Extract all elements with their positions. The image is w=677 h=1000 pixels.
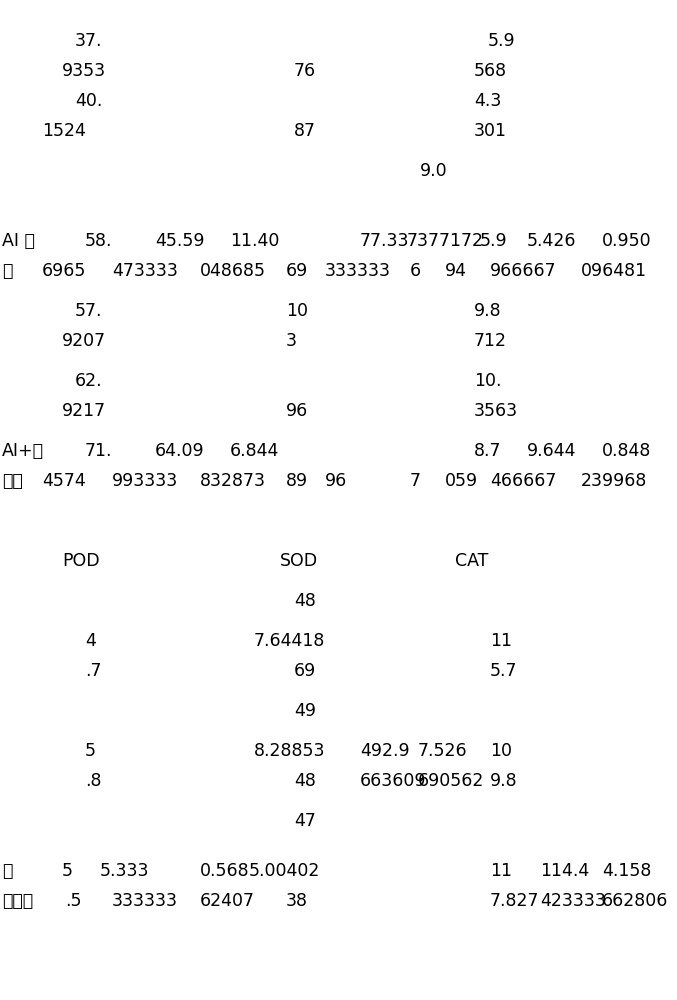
Text: 3: 3 bbox=[286, 332, 297, 350]
Text: 568: 568 bbox=[474, 62, 507, 80]
Text: 5.333: 5.333 bbox=[100, 862, 150, 880]
Text: 77.33: 77.33 bbox=[360, 232, 410, 250]
Text: 8.7: 8.7 bbox=[474, 442, 502, 460]
Text: 5: 5 bbox=[62, 862, 73, 880]
Text: 94: 94 bbox=[445, 262, 467, 280]
Text: 9.0: 9.0 bbox=[420, 162, 447, 180]
Text: 663609: 663609 bbox=[360, 772, 427, 790]
Text: 69: 69 bbox=[294, 662, 316, 680]
Text: 966667: 966667 bbox=[490, 262, 556, 280]
Text: 合物: 合物 bbox=[2, 472, 23, 490]
Text: 制变量: 制变量 bbox=[2, 892, 33, 910]
Text: 114.4: 114.4 bbox=[540, 862, 589, 880]
Text: 10: 10 bbox=[286, 302, 308, 320]
Text: 6965: 6965 bbox=[42, 262, 87, 280]
Text: 47: 47 bbox=[294, 812, 316, 830]
Text: 048685: 048685 bbox=[200, 262, 266, 280]
Text: 62.: 62. bbox=[75, 372, 103, 390]
Text: 1524: 1524 bbox=[42, 122, 86, 140]
Text: 712: 712 bbox=[474, 332, 507, 350]
Text: 7377172: 7377172 bbox=[407, 232, 484, 250]
Text: 5.7: 5.7 bbox=[490, 662, 517, 680]
Text: 10.: 10. bbox=[474, 372, 502, 390]
Text: AI+复: AI+复 bbox=[2, 442, 44, 460]
Text: 333333: 333333 bbox=[112, 892, 178, 910]
Text: 89: 89 bbox=[286, 472, 308, 490]
Text: AI 胁: AI 胁 bbox=[2, 232, 35, 250]
Text: 333333: 333333 bbox=[325, 262, 391, 280]
Text: 9353: 9353 bbox=[62, 62, 106, 80]
Text: 7.64418: 7.64418 bbox=[254, 632, 326, 650]
Text: 64.09: 64.09 bbox=[155, 442, 204, 460]
Text: 58.: 58. bbox=[85, 232, 112, 250]
Text: 49: 49 bbox=[294, 702, 316, 720]
Text: 48: 48 bbox=[294, 592, 316, 610]
Text: 9.8: 9.8 bbox=[474, 302, 502, 320]
Text: 5.426: 5.426 bbox=[527, 232, 577, 250]
Text: 45.59: 45.59 bbox=[155, 232, 204, 250]
Text: 11.40: 11.40 bbox=[230, 232, 280, 250]
Text: 4.3: 4.3 bbox=[474, 92, 502, 110]
Text: CAT: CAT bbox=[455, 552, 488, 570]
Text: 11: 11 bbox=[490, 862, 512, 880]
Text: 473333: 473333 bbox=[112, 262, 178, 280]
Text: 96: 96 bbox=[286, 402, 308, 420]
Text: 832873: 832873 bbox=[200, 472, 266, 490]
Text: 7: 7 bbox=[410, 472, 421, 490]
Text: 69: 69 bbox=[286, 262, 308, 280]
Text: 37.: 37. bbox=[75, 32, 102, 50]
Text: 7.526: 7.526 bbox=[418, 742, 468, 760]
Text: 7.827: 7.827 bbox=[490, 892, 540, 910]
Text: .7: .7 bbox=[85, 662, 102, 680]
Text: 9.644: 9.644 bbox=[527, 442, 577, 460]
Text: 466667: 466667 bbox=[490, 472, 556, 490]
Text: 57.: 57. bbox=[75, 302, 102, 320]
Text: 6.844: 6.844 bbox=[230, 442, 280, 460]
Text: 662806: 662806 bbox=[602, 892, 668, 910]
Text: 096481: 096481 bbox=[581, 262, 647, 280]
Text: 5.9: 5.9 bbox=[488, 32, 516, 50]
Text: .5: .5 bbox=[65, 892, 81, 910]
Text: 9217: 9217 bbox=[62, 402, 106, 420]
Text: 0.848: 0.848 bbox=[602, 442, 651, 460]
Text: 0.950: 0.950 bbox=[602, 232, 652, 250]
Text: 87: 87 bbox=[294, 122, 316, 140]
Text: 96: 96 bbox=[325, 472, 347, 490]
Text: 76: 76 bbox=[294, 62, 316, 80]
Text: 11: 11 bbox=[490, 632, 512, 650]
Text: 4574: 4574 bbox=[42, 472, 86, 490]
Text: 9207: 9207 bbox=[62, 332, 106, 350]
Text: 492.9: 492.9 bbox=[360, 742, 410, 760]
Text: 40.: 40. bbox=[75, 92, 102, 110]
Text: 38: 38 bbox=[286, 892, 308, 910]
Text: 5.00402: 5.00402 bbox=[249, 862, 320, 880]
Text: 6: 6 bbox=[410, 262, 421, 280]
Text: 4.158: 4.158 bbox=[602, 862, 651, 880]
Text: SOD: SOD bbox=[280, 552, 318, 570]
Text: 8.28853: 8.28853 bbox=[254, 742, 326, 760]
Text: 追: 追 bbox=[2, 262, 12, 280]
Text: 4: 4 bbox=[85, 632, 96, 650]
Text: 5: 5 bbox=[85, 742, 96, 760]
Text: POD: POD bbox=[62, 552, 100, 570]
Text: 423333: 423333 bbox=[540, 892, 606, 910]
Text: 239968: 239968 bbox=[581, 472, 647, 490]
Text: 62407: 62407 bbox=[200, 892, 255, 910]
Text: 0.568: 0.568 bbox=[200, 862, 250, 880]
Text: 993333: 993333 bbox=[112, 472, 178, 490]
Text: 3563: 3563 bbox=[474, 402, 518, 420]
Text: .8: .8 bbox=[85, 772, 102, 790]
Text: 10: 10 bbox=[490, 742, 512, 760]
Text: 059: 059 bbox=[445, 472, 478, 490]
Text: 690562: 690562 bbox=[418, 772, 484, 790]
Text: 5.9: 5.9 bbox=[480, 232, 508, 250]
Text: 控: 控 bbox=[2, 862, 12, 880]
Text: 48: 48 bbox=[294, 772, 316, 790]
Text: 71.: 71. bbox=[85, 442, 112, 460]
Text: 9.8: 9.8 bbox=[490, 772, 518, 790]
Text: 301: 301 bbox=[474, 122, 507, 140]
